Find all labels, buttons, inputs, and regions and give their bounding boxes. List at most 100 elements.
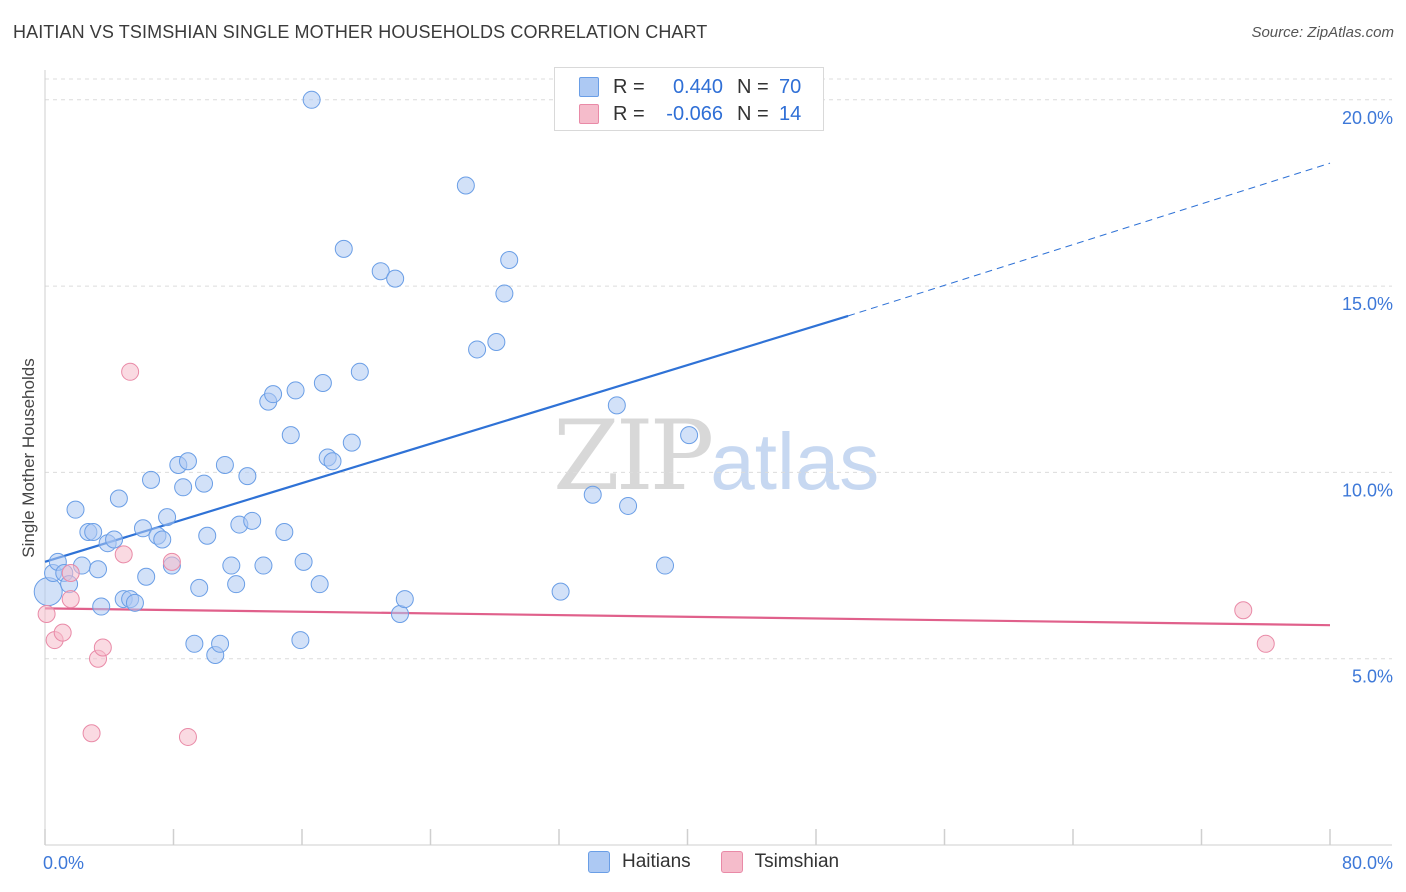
haitians-point	[125, 593, 144, 612]
tsimshian-trend-line	[44, 607, 1331, 627]
haitians-point	[680, 426, 699, 445]
haitians-point	[334, 239, 353, 258]
haitians-point	[500, 251, 519, 270]
haitians-point	[371, 262, 390, 281]
legend-row-haitians: R = 0.440 N = 70	[579, 74, 801, 100]
y-tick-label: 20.0%	[1342, 108, 1393, 128]
haitians-point	[178, 452, 197, 471]
haitians-point	[286, 381, 305, 400]
tsimshian-point	[37, 604, 56, 623]
haitians-point	[185, 634, 204, 653]
haitians-point	[84, 523, 103, 542]
haitians-point	[350, 362, 369, 381]
axes	[44, 70, 1392, 846]
haitians-point	[238, 467, 257, 486]
haitians-point	[495, 284, 514, 303]
haitians-point	[275, 523, 294, 542]
n-label: N =	[737, 75, 769, 98]
haitians-point	[222, 556, 241, 575]
haitians-point	[264, 385, 283, 404]
grid-lines	[45, 78, 1392, 660]
tsimshian-legend-label: Tsimshian	[754, 851, 840, 872]
haitians-point	[456, 176, 475, 195]
haitians-point	[92, 597, 111, 616]
haitians-point	[487, 332, 506, 351]
tick-labels: 5.0% 10.0% 15.0% 20.0% 0.0% 80.0%	[43, 108, 1393, 873]
haitians-point	[227, 575, 246, 594]
haitians-point	[158, 508, 177, 527]
haitians-point	[395, 590, 414, 609]
tsimshian-point	[93, 638, 112, 657]
r-label: R =	[613, 102, 645, 125]
haitians-point	[323, 452, 342, 471]
haitians-point	[302, 90, 321, 109]
stats-legend: R = 0.440 N = 70 R = -0.066 N = 14	[554, 67, 824, 131]
haitians-legend-label: Haitians	[622, 851, 691, 872]
haitians-point	[105, 530, 124, 549]
haitians-point	[281, 426, 300, 445]
haitians-point	[313, 373, 332, 392]
tsimshian-swatch	[579, 104, 599, 124]
x-tick-label: 0.0%	[43, 853, 84, 873]
haitians-point	[33, 577, 63, 607]
haitians-point	[109, 489, 128, 508]
haitians-point	[153, 530, 172, 549]
haitians-point	[89, 560, 108, 579]
tsimshian-point	[61, 590, 80, 609]
y-tick-label: 15.0%	[1342, 294, 1393, 314]
data-points	[33, 90, 1275, 746]
haitians-point	[190, 578, 209, 597]
tsimshian-point	[1256, 634, 1275, 653]
legend-item-tsimshian[interactable]: Tsimshian	[720, 851, 840, 873]
haitians-point	[215, 455, 234, 474]
watermark-atlas: atlas	[710, 417, 880, 506]
y-tick-label: 10.0%	[1342, 480, 1393, 500]
haitians-point	[607, 396, 626, 415]
watermark: ZIPatlas	[553, 400, 879, 512]
haitians-trend-line	[44, 314, 849, 563]
haitians-point	[656, 556, 675, 575]
haitians-legend-swatch	[588, 851, 610, 873]
haitians-point	[390, 604, 409, 623]
tsimshian-point	[53, 623, 72, 642]
haitians-point	[342, 433, 361, 452]
chart-title: HAITIAN VS TSIMSHIAN SINGLE MOTHER HOUSE…	[13, 22, 708, 42]
haitians-point	[583, 485, 602, 504]
watermark-zip: ZIP	[553, 400, 714, 512]
haitians-swatch	[579, 77, 599, 97]
haitians-point	[198, 526, 217, 545]
x-tick-label: 80.0%	[1342, 853, 1393, 873]
haitians-point	[386, 269, 405, 288]
tsimshian-point	[1234, 601, 1253, 620]
haitians-point	[66, 500, 85, 519]
y-tick-label: 5.0%	[1352, 667, 1393, 687]
haitians-point	[310, 575, 329, 594]
n-value: 70	[779, 75, 802, 98]
tsimshian-point	[162, 552, 181, 571]
n-label: N =	[737, 102, 769, 125]
haitians-point	[137, 567, 156, 586]
tsimshian-point	[61, 564, 80, 583]
tsimshian-point	[82, 724, 101, 743]
series-legend: Haitians Tsimshian	[588, 851, 869, 873]
tsimshian-point	[121, 362, 140, 381]
haitians-point	[254, 556, 273, 575]
haitians-point	[468, 340, 487, 359]
haitians-point	[174, 478, 193, 497]
haitians-point	[619, 496, 638, 515]
haitians-trend-extension	[847, 162, 1331, 317]
haitians-point	[243, 511, 262, 530]
legend-item-haitians[interactable]: Haitians	[588, 851, 691, 873]
tsimshian-point	[114, 545, 133, 564]
r-label: R =	[613, 75, 645, 98]
haitians-point	[142, 470, 161, 489]
haitians-point	[294, 552, 313, 571]
tsimshian-legend-swatch	[720, 851, 743, 873]
source-label: Source: ZipAtlas.com	[1251, 24, 1394, 41]
n-value: 14	[779, 102, 802, 125]
tsimshian-point	[178, 727, 197, 746]
haitians-point	[211, 634, 230, 653]
y-axis-title: Single Mother Households	[19, 358, 38, 557]
haitians-point	[291, 631, 310, 650]
